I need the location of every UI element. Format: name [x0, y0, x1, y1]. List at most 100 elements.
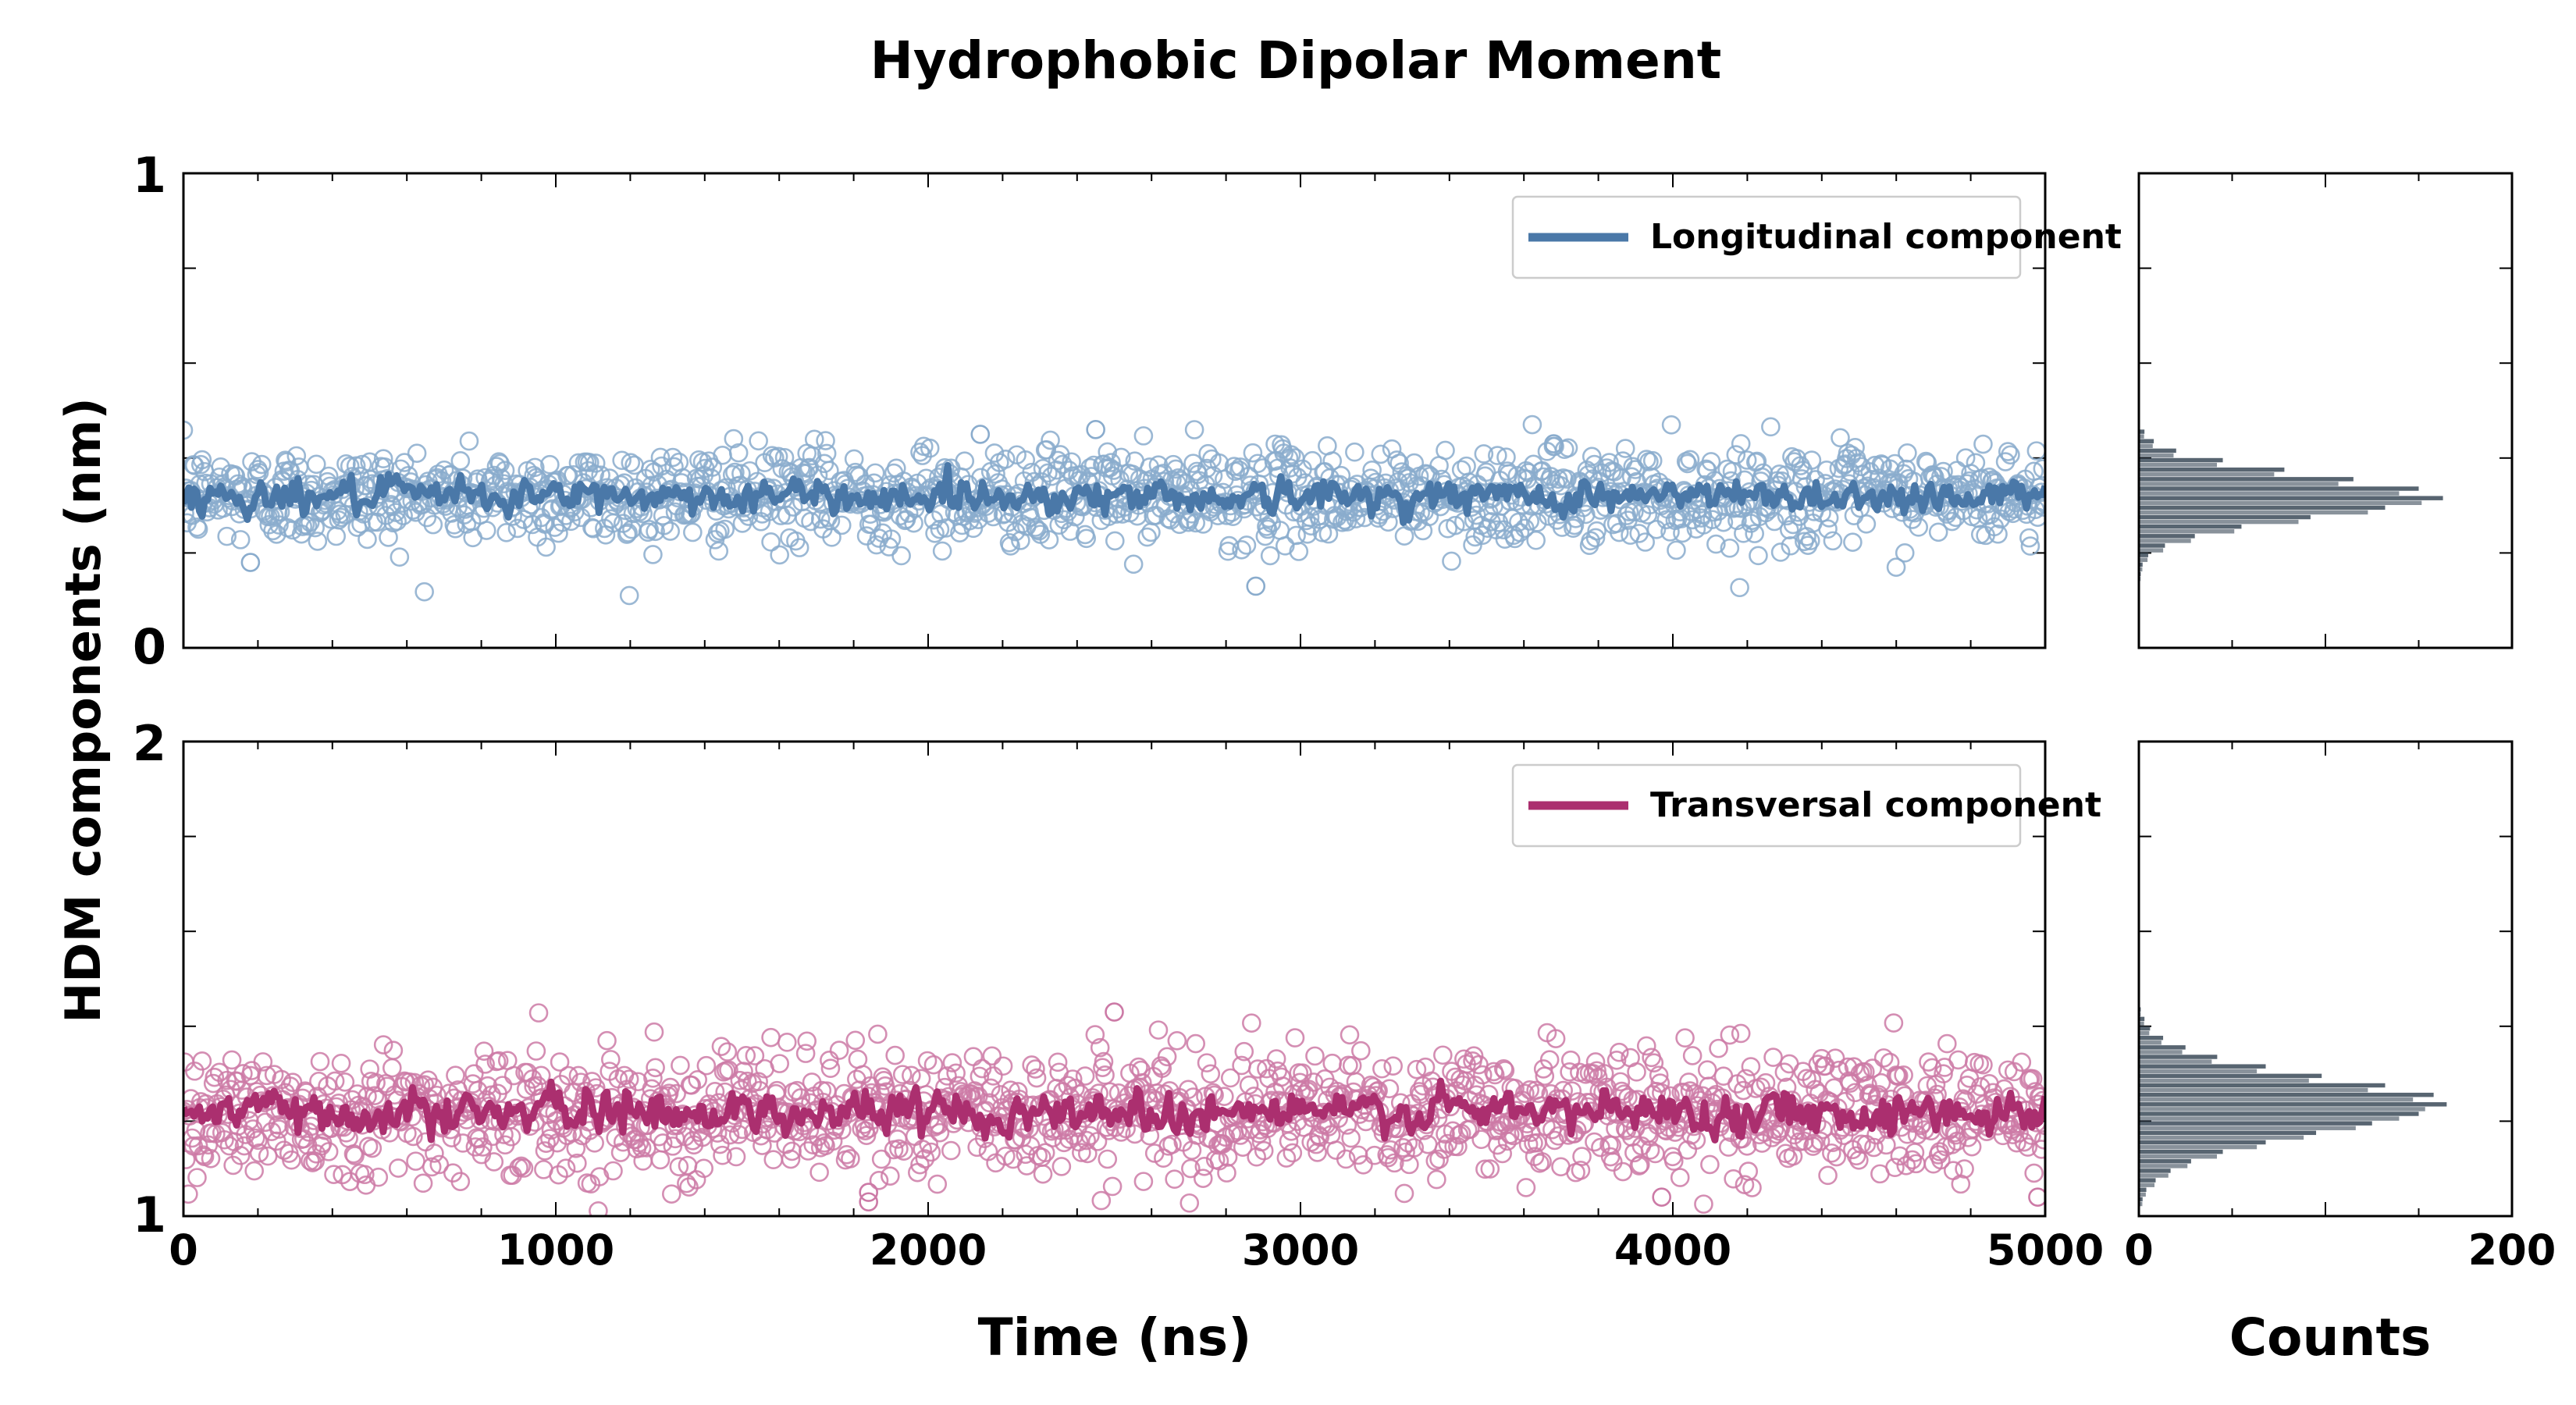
- data-point: [720, 1125, 740, 1145]
- data-point: [362, 1138, 382, 1158]
- data-point: [1558, 438, 1578, 458]
- data-point: [1515, 1083, 1535, 1104]
- data-point: [1545, 1130, 1564, 1151]
- data-point: [1510, 522, 1530, 542]
- data-point: [1615, 439, 1635, 458]
- data-point: [205, 1067, 225, 1087]
- data-point: [568, 1153, 587, 1173]
- data-point: [1101, 453, 1121, 472]
- histogram-bar: [2139, 524, 2242, 529]
- histogram-bar: [2139, 567, 2143, 572]
- data-point: [215, 1129, 234, 1150]
- data-point: [1736, 1069, 1756, 1089]
- data-point: [390, 547, 410, 567]
- data-point: [1825, 1048, 1845, 1068]
- data-point: [1694, 1194, 1713, 1214]
- data-point: [1026, 1059, 1045, 1079]
- data-point: [881, 1166, 900, 1186]
- data-point: [1931, 1150, 1951, 1170]
- data-point: [1186, 1033, 1206, 1054]
- data-point: [1890, 1146, 1910, 1166]
- histogram-bar: [2139, 1140, 2266, 1145]
- data-point: [230, 1146, 251, 1165]
- data-point: [1379, 1079, 1400, 1099]
- histogram-bar: [2139, 496, 2443, 500]
- bottom-panel-xtick-label: 3000: [1242, 1225, 1359, 1275]
- data-point: [1583, 1064, 1603, 1083]
- data-point: [1818, 519, 1838, 539]
- data-point: [331, 507, 351, 528]
- histogram-bar: [2139, 1083, 2386, 1088]
- histogram-bar: [2139, 457, 2223, 463]
- histogram-bar: [2139, 1050, 2183, 1055]
- data-point: [1289, 542, 1309, 561]
- histogram-bar: [2139, 1192, 2146, 1197]
- data-point: [1680, 450, 1700, 470]
- histogram-bar: [2139, 543, 2165, 548]
- data-point: [525, 457, 545, 478]
- data-point: [1752, 1133, 1772, 1153]
- data-point: [1148, 1020, 1169, 1040]
- data-point: [1075, 1066, 1095, 1086]
- data-point: [217, 526, 237, 546]
- data-point: [303, 1153, 322, 1172]
- data-point: [1644, 1053, 1664, 1072]
- data-point: [1186, 513, 1206, 533]
- data-point: [1749, 546, 1768, 566]
- data-point: [423, 514, 443, 535]
- data-point: [262, 1122, 282, 1142]
- data-point: [1197, 1053, 1217, 1072]
- data-point: [1133, 426, 1154, 446]
- histogram-bar: [2139, 1064, 2266, 1069]
- data-point: [1285, 1028, 1305, 1048]
- data-point: [394, 453, 415, 472]
- top-series-line: [183, 461, 2045, 526]
- data-point: [1091, 1190, 1112, 1211]
- data-point: [781, 1149, 801, 1169]
- data-point: [300, 1151, 320, 1171]
- data-point: [1934, 1064, 1953, 1084]
- legend-box: [1511, 763, 2022, 848]
- data-point: [719, 1060, 738, 1080]
- data-point: [601, 509, 621, 528]
- outlier-point: [1246, 576, 1266, 596]
- histogram-bar: [2139, 1055, 2218, 1059]
- data-point: [230, 530, 251, 550]
- data-point: [1522, 414, 1542, 435]
- data-point: [1671, 509, 1692, 528]
- data-point: [1478, 1084, 1499, 1104]
- bottom-hist-frame: [2137, 740, 2514, 1218]
- data-point: [1745, 524, 1764, 543]
- data-point: [845, 1030, 866, 1051]
- top-scatter-panel: 0 1 Longitudinal component: [133, 147, 2122, 675]
- data-point: [383, 1040, 404, 1060]
- data-point: [331, 1053, 351, 1073]
- data-point: [1642, 450, 1663, 471]
- data-point: [1730, 578, 1749, 598]
- data-point: [1682, 510, 1703, 530]
- hist-x-axis-label: Counts: [2229, 1307, 2432, 1368]
- data-point: [318, 1142, 339, 1161]
- top-histogram-panel: [2137, 172, 2514, 649]
- data-point: [1927, 1084, 1947, 1104]
- data-point: [916, 468, 936, 489]
- histogram-bar: [2139, 1183, 2155, 1187]
- data-point: [1988, 524, 2008, 544]
- data-point: [1322, 451, 1343, 471]
- data-point: [782, 1141, 802, 1161]
- data-point: [1429, 1149, 1449, 1169]
- data-point: [253, 1052, 273, 1072]
- data-point: [927, 1174, 948, 1194]
- data-point: [1678, 454, 1698, 474]
- data-point: [730, 1070, 750, 1090]
- data-point: [478, 1076, 498, 1096]
- histogram-bar: [2139, 1059, 2212, 1064]
- data-point: [1051, 1157, 1072, 1176]
- data-point: [1348, 1145, 1368, 1165]
- histogram-bar: [2139, 1035, 2164, 1040]
- data-point: [306, 454, 326, 475]
- data-point: [1520, 1080, 1540, 1100]
- data-point: [495, 461, 515, 480]
- histogram-bar: [2139, 1154, 2218, 1159]
- data-point: [1383, 1056, 1403, 1076]
